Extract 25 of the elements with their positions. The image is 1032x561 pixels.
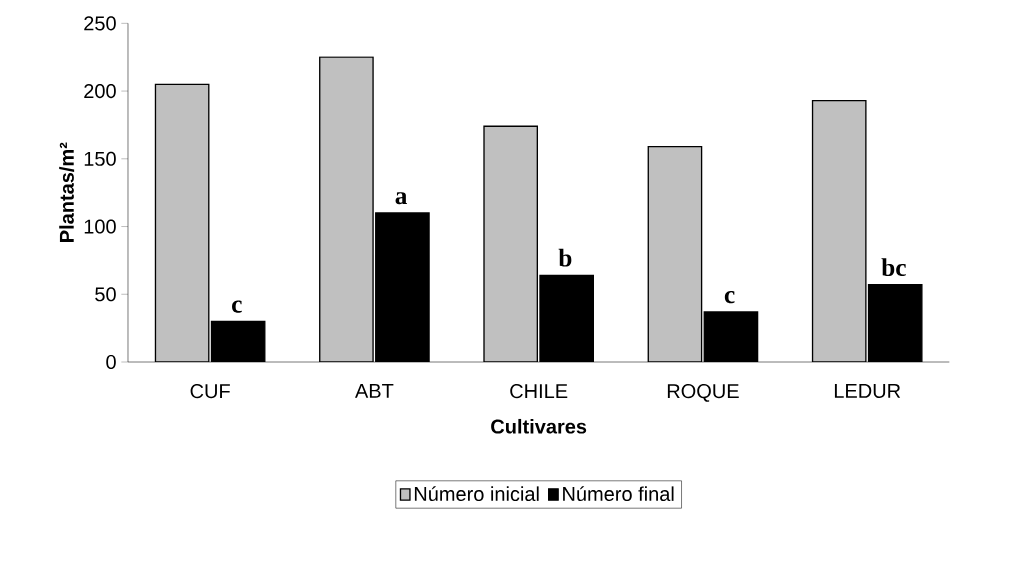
y-tick-label: 250 xyxy=(84,16,116,31)
annotation: c xyxy=(232,300,242,313)
x-tick-label: CUF xyxy=(190,384,230,399)
bar xyxy=(483,125,538,362)
annotation: a xyxy=(395,192,408,205)
legend-label: Número inicial xyxy=(414,486,539,502)
bar xyxy=(319,56,374,362)
y-tick-label: 0 xyxy=(106,354,116,370)
legend-label: Número final xyxy=(563,486,674,502)
bar xyxy=(154,83,210,362)
x-tick-label: ABT xyxy=(355,384,394,398)
bar xyxy=(647,145,703,362)
y-tick-label: 50 xyxy=(95,287,116,302)
x-tick-label: ROQUE xyxy=(667,384,739,402)
annotation: b xyxy=(558,248,572,267)
y-tick-label: 100 xyxy=(84,219,116,234)
y-tick-label: 200 xyxy=(84,83,116,99)
y-tick-label: 150 xyxy=(84,151,116,166)
x-axis-title: Cultivares xyxy=(491,418,587,434)
annotation: bc xyxy=(881,258,906,277)
x-tick-label: CHILE xyxy=(510,384,568,399)
bar xyxy=(811,99,867,362)
annotation: c xyxy=(724,290,735,304)
y-axis-title: Plantas/m² xyxy=(59,142,75,242)
x-tick-label: LEDUR xyxy=(834,384,901,398)
